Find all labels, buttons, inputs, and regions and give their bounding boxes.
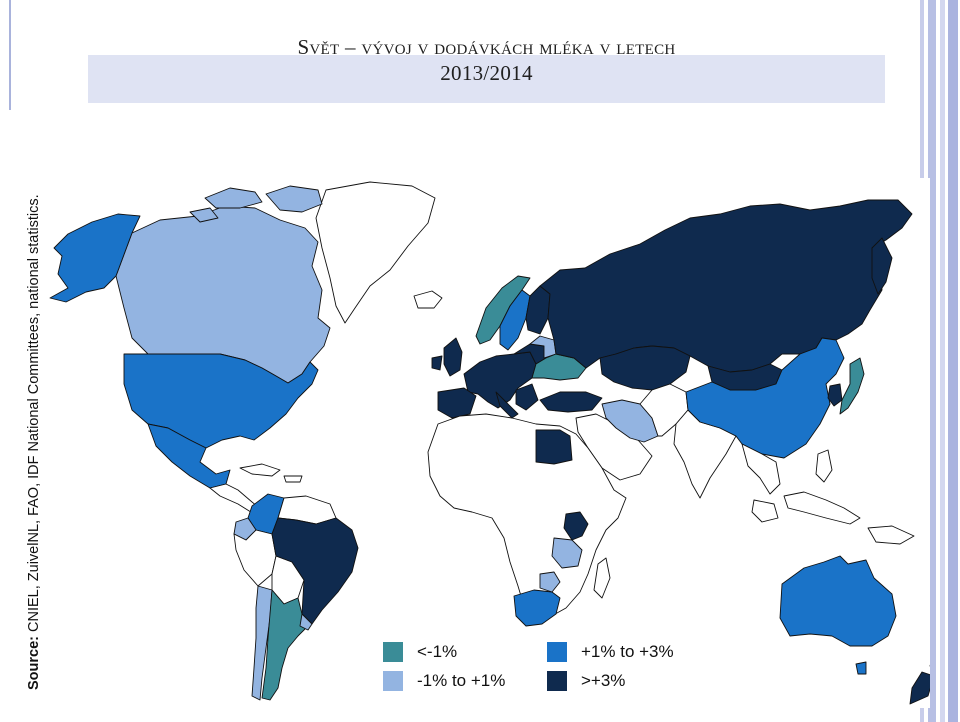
legend-swatch-strong-growth [547, 671, 567, 691]
map-region-western-europe [463, 351, 537, 409]
map-region-papua [867, 525, 915, 545]
map-region-iceland [413, 290, 443, 309]
map-region-korea [827, 383, 843, 407]
map-region-south-africa [513, 589, 561, 627]
map-region-kazakhstan [599, 345, 691, 391]
legend-swatch-decline [383, 642, 403, 662]
legend-swatch-stable [383, 671, 403, 691]
map-region-turkey [539, 391, 603, 413]
map-region-kamchatka [871, 237, 893, 295]
map-region-afghanistan [639, 383, 689, 437]
map-region-ukraine [531, 353, 587, 381]
map-region-zimbabwe [539, 571, 561, 593]
legend-swatch-growth [547, 642, 567, 662]
map-region-madagascar [593, 557, 611, 599]
map-region-canada-islands [189, 185, 323, 223]
title-band [88, 55, 885, 103]
map-region-argentina [261, 589, 309, 701]
slide-title-line-1: Svět – vývoj v dodávkách mléka v letech [297, 35, 676, 59]
map-region-japan [839, 357, 865, 415]
map-region-tasmania [855, 661, 867, 675]
map-region-uruguay [299, 613, 313, 631]
map-region-tanzania [551, 537, 583, 569]
map-region-balkans [495, 383, 539, 419]
map-region-kenya [563, 511, 589, 541]
slide-title: Svět – vývoj v dodávkách mléka v letech … [88, 34, 885, 86]
map-region-brazil [271, 517, 359, 625]
map-region-philippines [815, 449, 833, 483]
legend-item-growth: +1% to +3% [547, 642, 674, 662]
map-region-china [685, 337, 845, 459]
map-region-alaska [49, 213, 141, 303]
legend-label-strong-growth: >+3% [581, 671, 626, 690]
map-region-north-africa [427, 413, 627, 619]
map-region-egypt [535, 429, 573, 465]
map-region-mexico [147, 423, 231, 489]
world-map [40, 178, 930, 708]
map-region-caribbean [239, 463, 303, 483]
legend-label-decline: <-1% [417, 642, 458, 661]
legend-label-growth: +1% to +3% [581, 642, 674, 661]
legend-item-decline: <-1% [383, 642, 457, 662]
map-region-new-zealand [909, 664, 930, 705]
slide-left-rule [9, 0, 11, 110]
legend-item-stable: -1% to +1% [383, 671, 505, 691]
map-region-greenland [315, 181, 436, 324]
legend-item-strong-growth: >+3% [547, 671, 625, 691]
legend-label-stable: -1% to +1% [417, 671, 506, 690]
map-region-uk [431, 337, 463, 377]
slide-title-line-2: 2013/2014 [440, 61, 533, 85]
map-region-australia [779, 555, 897, 647]
map-region-iran [601, 399, 659, 443]
map-region-southeast-asia [741, 443, 861, 525]
map-region-iberia [437, 387, 477, 419]
